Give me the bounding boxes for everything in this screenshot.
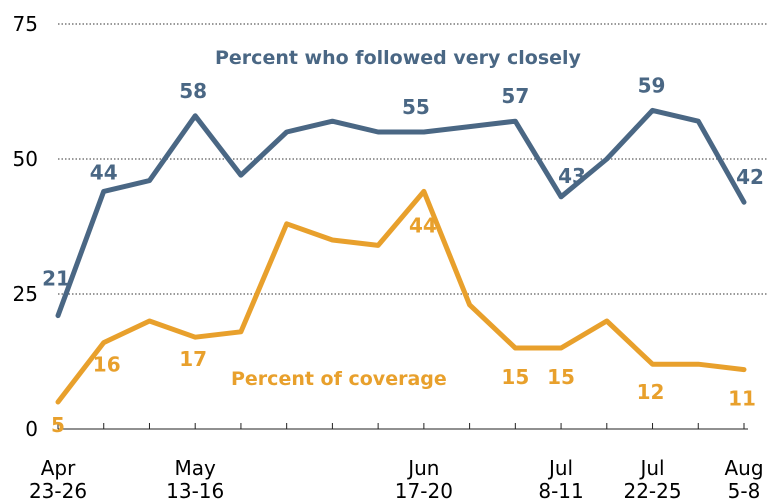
data-label-s1-0: 5 bbox=[51, 413, 65, 437]
x-tick-label-month: Jul bbox=[638, 456, 664, 480]
data-label-s1-1: 16 bbox=[93, 353, 121, 377]
series-name-coverage: Percent of coverage bbox=[231, 368, 447, 390]
series-line-0 bbox=[55, 107, 747, 319]
x-tick-label-month: Aug bbox=[724, 456, 763, 480]
x-axis-ticks: Apr23-26May13-16Jun17-20Jul8-11Jul22-25A… bbox=[29, 423, 764, 501]
y-tick-label-50: 50 bbox=[13, 147, 38, 171]
x-tick-label-dates: 5-8 bbox=[728, 479, 761, 501]
y-tick-label-75: 75 bbox=[13, 12, 38, 36]
y-tick-label-25: 25 bbox=[13, 282, 38, 306]
x-tick-label-dates: 17-20 bbox=[395, 479, 453, 501]
x-tick-label-month: Jun bbox=[406, 456, 439, 480]
x-tick-label-dates: 23-26 bbox=[29, 479, 87, 501]
data-label-s0-15: 42 bbox=[736, 165, 764, 189]
x-tick-label-month: Apr bbox=[41, 456, 76, 480]
data-label-s1-3: 17 bbox=[179, 347, 207, 371]
y-axis-ticks: 0 25 50 75 bbox=[13, 12, 38, 441]
x-tick-label-dates: 8-11 bbox=[538, 479, 583, 501]
gridlines bbox=[58, 23, 768, 430]
data-label-s0-11: 43 bbox=[558, 164, 586, 188]
data-label-s1-13: 12 bbox=[637, 380, 665, 404]
x-tick-label-dates: 22-25 bbox=[623, 479, 681, 501]
data-label-s0-13: 59 bbox=[638, 73, 666, 97]
x-tick-label-month: May bbox=[175, 456, 217, 480]
data-label-s0-10: 57 bbox=[501, 84, 529, 108]
data-label-s0-0: 21 bbox=[42, 267, 70, 291]
y-tick-label-0: 0 bbox=[25, 417, 38, 441]
data-label-s1-8: 44 bbox=[409, 213, 437, 237]
x-tick-label-month: Jul bbox=[547, 456, 573, 480]
series-line-1 bbox=[55, 188, 747, 405]
series-name-followed: Percent who followed very closely bbox=[215, 47, 582, 69]
data-label-s1-15: 11 bbox=[728, 387, 756, 411]
data-label-s1-10: 15 bbox=[501, 365, 529, 389]
data-labels: 21 44 58 55 57 43 59 42 5 16 17 44 15 15 12 11 bbox=[42, 73, 764, 437]
series-lines bbox=[55, 107, 747, 405]
x-tick-label-dates: 13-16 bbox=[166, 479, 224, 501]
data-label-s0-8: 55 bbox=[402, 95, 430, 119]
data-label-s0-1: 44 bbox=[90, 160, 118, 184]
data-label-s1-11: 15 bbox=[547, 365, 575, 389]
data-label-s0-3: 58 bbox=[179, 79, 207, 103]
